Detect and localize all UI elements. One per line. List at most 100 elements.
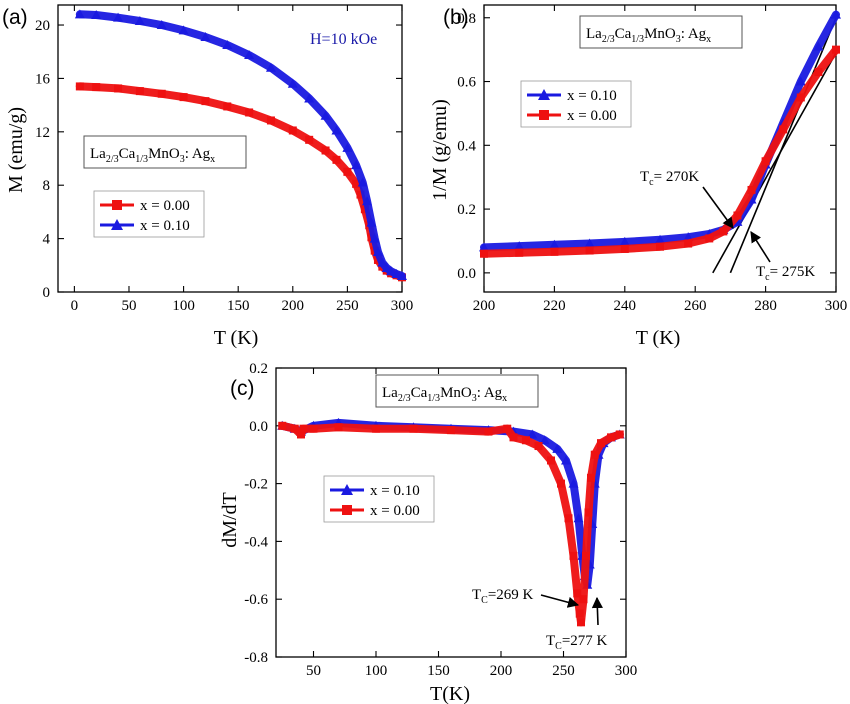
data-point [579,595,588,604]
data-point [564,514,573,523]
data-point [304,93,315,103]
panel-c-frame [275,367,627,658]
panel-b-compound-box: La2/3Ca1/3MnO3: Agx [579,15,743,49]
legend-marker [111,219,123,230]
legend-label: x = 0.10 [140,218,190,234]
data-point [813,41,824,51]
panel-c-compound-label: La2/3Ca1/3MnO3: Agx [382,385,507,404]
data-point [366,217,377,227]
data-point [534,442,543,451]
data-point [514,241,525,251]
data-point [92,83,101,92]
x-tick-label: 150 [427,663,450,679]
data-point [331,125,342,135]
panel-a: (a) 0 50 100 150 200 250 300 0 4 8 12 16 20 T (K) M … [2,4,414,349]
data-point [615,430,624,439]
data-point [568,478,579,488]
data-point [584,508,593,517]
legend-marker [112,200,122,210]
y-tick-label: -0.8 [244,650,268,666]
y-tick-label: 0.8 [457,11,476,27]
y-tick-label: 0.6 [457,75,476,91]
data-point [547,456,555,465]
data-point [515,248,524,257]
data-point [135,87,144,96]
panel-a-field-annotation: H=10 kOe [310,31,377,48]
panel-a-y-label: M (emu/g) [5,107,27,193]
legend-marker [538,89,550,100]
y-tick-label: 8 [43,178,51,194]
y-tick-label: -0.4 [244,534,268,550]
panel-c-label: (c) [230,377,255,400]
x-tick-label: 150 [227,298,250,314]
y-tick-label: -0.2 [244,477,268,493]
data-point [584,238,595,248]
x-tick-label: 240 [614,298,637,314]
data-point [157,89,166,98]
data-point [561,455,571,465]
data-point [342,142,353,152]
data-point [549,239,560,249]
x-tick-label: 250 [336,298,359,314]
data-point [585,246,594,255]
data-point [779,125,788,134]
data-point [288,126,297,135]
data-point [372,246,383,256]
data-point [352,179,361,188]
data-point [480,249,488,258]
data-point [582,551,590,560]
y-tick-label: 4 [43,232,51,248]
x-tick-label: 50 [121,298,136,314]
panel-a-compound-label: La2/3Ca1/3MnO3: Agx [90,146,215,165]
y-tick-label: 0 [43,285,51,301]
data-point [607,433,615,442]
x-tick-label: 100 [172,298,195,314]
data-point [290,424,299,433]
panel-c-tc-269-label: TC=269 K [472,587,534,606]
y-tick-label: 16 [35,71,51,87]
panel-b-compound-label: La2/3Ca1/3MnO3: Agx [586,26,711,45]
panel-a-compound-box: La2/3Ca1/3MnO3: Agx [83,135,247,169]
y-tick-label: 20 [35,18,50,34]
x-tick-label: 300 [825,298,848,314]
panel-a-label: (a) [2,6,28,29]
data-point [201,97,210,106]
data-point [91,10,102,20]
data-point [178,25,189,35]
data-point [619,236,630,246]
data-point [656,242,664,251]
data-point [297,430,305,439]
y-tick-label: -0.6 [244,592,268,608]
panel-c-legend: x = 0.10 x = 0.00 [323,475,435,523]
data-point [814,67,823,76]
panel-b-legend: x = 0.10 x = 0.00 [520,80,632,128]
x-tick-label: 300 [391,298,414,314]
data-point [179,93,188,102]
data-point [332,155,341,164]
data-point [356,190,365,199]
legend-label: x = 0.00 [140,198,190,214]
data-point [503,424,512,433]
panel-a-legend: x = 0.00 x = 0.10 [93,190,205,238]
x-tick-label: 200 [490,663,513,679]
legend-label: x = 0.10 [567,88,617,104]
panel-b-fit-line [729,17,837,274]
data-point [334,423,343,432]
data-point [357,177,368,187]
data-point [509,433,518,442]
data-point [557,479,565,488]
x-tick-label: 200 [282,298,305,314]
data-point [200,32,211,42]
data-point [719,227,728,236]
y-tick-label: 0.2 [457,202,476,218]
data-point [244,50,255,60]
data-point [795,76,806,86]
x-tick-label: 100 [365,663,388,679]
data-point [684,239,693,248]
y-tick-label: 0.0 [457,266,476,282]
panel-b-tc-270-arrow [702,186,734,229]
data-point [761,157,770,166]
data-point [550,247,559,256]
panel-c-series-x000 [278,421,624,627]
